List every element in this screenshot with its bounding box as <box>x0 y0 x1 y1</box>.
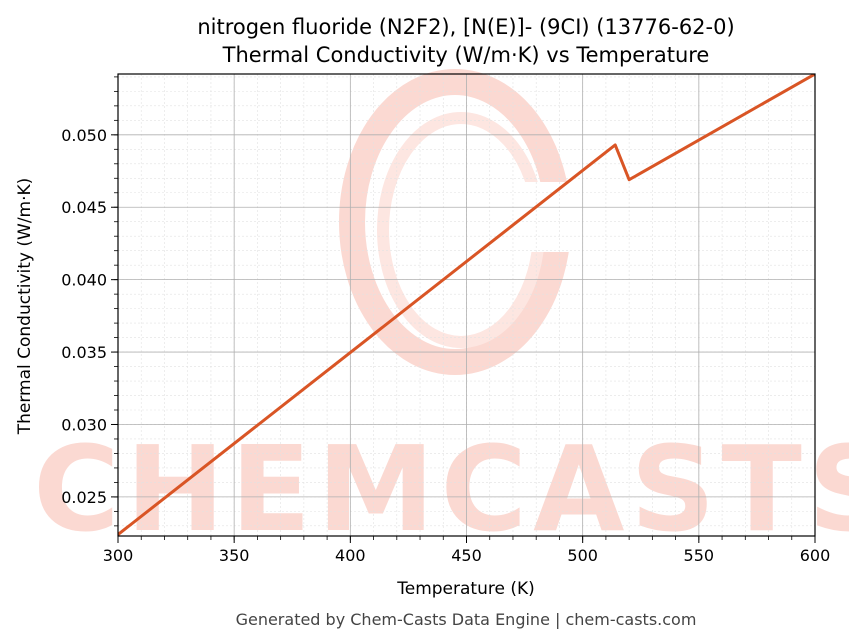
x-tick-label: 400 <box>335 546 366 565</box>
chart-title: nitrogen fluoride (N2F2), [N(E)]- (9CI) … <box>197 15 734 39</box>
y-tick-label: 0.035 <box>61 343 107 362</box>
footer-text: Generated by Chem-Casts Data Engine | ch… <box>236 610 697 629</box>
x-tick-label: 550 <box>684 546 715 565</box>
watermark: CHEMCASTS <box>33 69 849 558</box>
y-tick-label: 0.050 <box>61 126 107 145</box>
plot-area: 300 350 400 450 500 550 600 0.025 0.030 0.035 0.04… <box>61 73 831 565</box>
data-line-series-1 <box>118 74 815 536</box>
chart-subtitle: Thermal Conductivity (W/m·K) vs Temperat… <box>222 43 710 67</box>
x-tick-label: 600 <box>800 546 831 565</box>
x-tick-label: 300 <box>103 546 134 565</box>
y-axis-label: Thermal Conductivity (W/m·K) <box>15 178 35 436</box>
y-tick-label: 0.040 <box>61 271 107 290</box>
x-axis-label: Temperature (K) <box>396 579 535 599</box>
y-tick-label: 0.045 <box>61 198 107 217</box>
watermark-text: CHEMCASTS <box>33 420 849 558</box>
chart-text: nitrogen fluoride (N2F2), [N(E)]- (9CI) … <box>15 15 735 629</box>
x-tick-label: 350 <box>219 546 250 565</box>
x-tick-label: 450 <box>451 546 482 565</box>
y-tick-label: 0.025 <box>61 488 107 507</box>
y-tick-label: 0.030 <box>61 415 107 434</box>
x-tick-label: 500 <box>567 546 598 565</box>
